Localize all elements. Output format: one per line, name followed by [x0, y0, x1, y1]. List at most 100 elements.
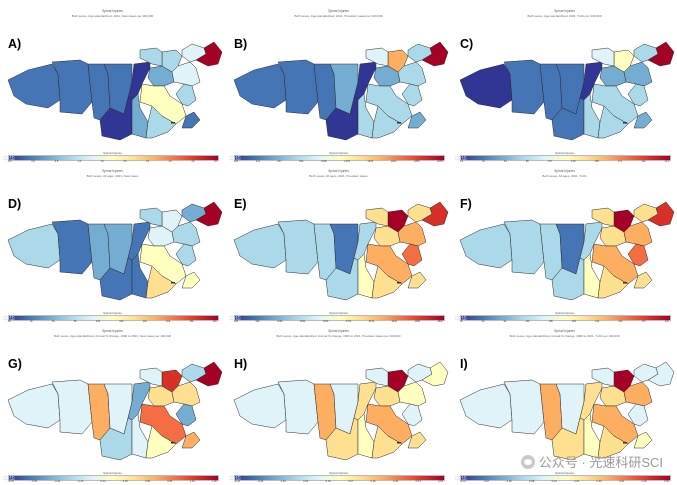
legend-title: Spinal Injuries: [329, 151, 348, 155]
legend-tick: 0.63: [437, 480, 443, 483]
region-r9: [371, 105, 403, 139]
region-r0: [233, 63, 287, 109]
region-r14: [627, 403, 649, 427]
region-r14: [401, 83, 423, 107]
region-r0: [459, 383, 513, 429]
legend-tick: 3.3: [8, 160, 12, 163]
legend-tick: 0.45: [393, 480, 399, 483]
legend-tick: 0.24: [574, 480, 580, 483]
legend-tick: 171: [617, 160, 623, 163]
region-r15: [407, 431, 427, 449]
map-panel: Spinal Injuries Both sexes, All ages, 202…: [226, 164, 451, 325]
choropleth-map: [7, 201, 223, 301]
legend-tick: 822: [299, 160, 304, 163]
legend-tick: 18k: [189, 320, 194, 323]
map-panel: Spinal Injuries Both sexes, Age-standardi…: [0, 4, 225, 165]
legend-tick: 206: [234, 160, 239, 163]
legend-colorbar: [8, 155, 219, 161]
region-r1: [503, 379, 545, 435]
legend-tick: 10k: [95, 320, 100, 323]
map-panel: Spinal Injuries Both sexes, All ages, 202…: [0, 164, 225, 325]
region-r0: [459, 63, 513, 109]
panel-label: G): [8, 357, 22, 371]
panel-subtitle: Both sexes, Age-standardized, 2021, YLDs…: [527, 14, 602, 18]
legend-ticks: 21 43 64 86 107 128 150 171 192 214: [460, 160, 669, 163]
legend-tick: 0.60: [145, 480, 151, 483]
legend-tick: 450k: [437, 320, 443, 323]
legend-tick: 150: [594, 160, 599, 163]
legend-tick: 6k: [481, 320, 485, 323]
region-r9: [371, 425, 403, 459]
stamp-text: 中华: [455, 157, 468, 163]
legend-tick: 1644: [390, 160, 397, 163]
legend-tick: 29: [191, 160, 195, 163]
legend-colorbar: [460, 155, 671, 161]
legend-tick: 214: [664, 160, 669, 163]
region-r15: [633, 111, 653, 129]
legend-tick: 360k: [391, 320, 398, 323]
legend-tick: 6k: [51, 320, 55, 323]
legend-tick: 315k: [368, 320, 375, 323]
legend-tick: 192: [641, 160, 646, 163]
legend-colorbar: [8, 315, 219, 321]
stamp-text: 中华: [455, 477, 468, 483]
legend-tick: 1233: [344, 160, 350, 163]
legend-ticks: 206 411 617 822 1028 1233 1439 1644 1850 2055: [234, 160, 443, 163]
island-marker: [171, 122, 175, 124]
legend-ticks: -0.15 -0.07 0.00 0.08 0.16 0.24 0.32 0.40 0.48 0.…: [460, 480, 669, 483]
legend-tick: 1028: [320, 160, 327, 163]
region-r1: [503, 59, 545, 115]
panel-title: Spinal Injuries: [102, 9, 123, 13]
legend-tick: 27k: [641, 320, 646, 323]
region-r13: [421, 201, 449, 227]
region-r9: [145, 425, 177, 459]
region-r1: [503, 219, 545, 275]
panel-title: Spinal Injuries: [554, 329, 575, 333]
legend-tick: 0.09: [303, 480, 309, 483]
region-r1: [51, 219, 93, 275]
panel-title: Spinal Injuries: [328, 329, 349, 333]
legend-tick: 14k: [142, 320, 147, 323]
region-r1: [277, 219, 319, 275]
legend-tick: 0.00: [280, 480, 286, 483]
legend-tick: 2k: [8, 320, 11, 323]
panel-title: Spinal Injuries: [554, 9, 575, 13]
legend-tick: 9.8: [54, 160, 59, 163]
legend-tick: 0.00: [506, 480, 512, 483]
region-r13: [421, 41, 449, 67]
legend-tick: 12k: [525, 320, 530, 323]
map-panel: Spinal Injuries Both sexes, Age-standardi…: [226, 324, 451, 485]
panel-label: A): [8, 37, 22, 51]
legend-ticks: 2k 4k 6k 8k 10k 12k 14k 16k 18k 20k: [8, 320, 217, 323]
region-r13: [647, 361, 675, 387]
legend-tick: 64: [503, 160, 507, 163]
panel-title: Spinal Injuries: [328, 9, 349, 13]
map-panel: Spinal Injuries Both sexes, Age-standardi…: [452, 4, 677, 165]
region-r0: [7, 63, 61, 109]
legend-title: Spinal Injuries: [103, 471, 122, 475]
legend-colorbar: [234, 315, 445, 321]
legend-tick: 21: [460, 160, 463, 163]
panel-title: Spinal Injuries: [102, 169, 123, 173]
region-r16: [139, 47, 163, 67]
panel-subtitle: Both sexes, Age-standardized, 2021, Prev…: [294, 14, 383, 18]
region-r14: [401, 403, 423, 427]
legend-tick: -0.18: [234, 480, 240, 483]
legend-tick: 2055: [437, 160, 443, 163]
region-r1: [51, 379, 93, 435]
map-panel: Spinal Injuries Both sexes, All ages, 202…: [452, 164, 677, 325]
legend-tick: 26: [168, 160, 172, 163]
region-r16: [591, 367, 615, 387]
legend-tick: 411: [255, 160, 260, 163]
map-panel: Spinal Injuries Both sexes, Age-standardi…: [452, 324, 677, 485]
island-marker: [171, 442, 175, 444]
legend-tick: 270k: [345, 320, 352, 323]
panel-title: Spinal Injuries: [102, 329, 123, 333]
region-r13: [195, 361, 223, 387]
legend-tick: 45k: [234, 320, 239, 323]
region-r0: [459, 223, 513, 269]
island-marker: [623, 282, 627, 284]
island-marker: [397, 122, 401, 124]
legend-tick: 0.32: [596, 480, 602, 483]
legend-tick: 107: [547, 160, 553, 163]
